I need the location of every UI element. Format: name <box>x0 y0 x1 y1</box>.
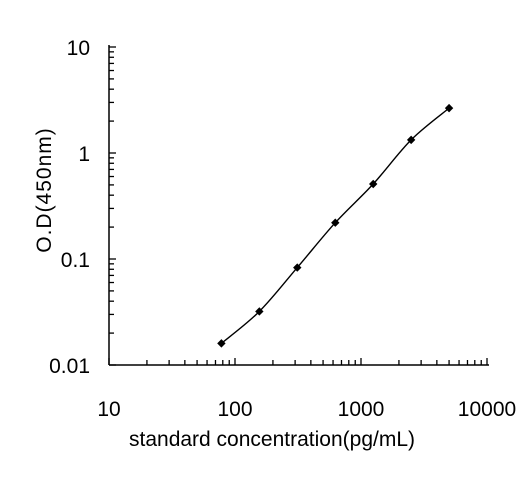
data-series <box>217 103 454 348</box>
tick-labels: 10 100 1000 10000 0.01 0.1 1 10 <box>49 37 516 421</box>
axis-ticks <box>108 46 488 366</box>
data-point-marker <box>293 263 302 272</box>
x-tick-label: 100 <box>217 398 252 421</box>
y-tick-label: 0.01 <box>49 355 90 378</box>
y-tick-label: 10 <box>67 37 90 60</box>
y-tick-label: 1 <box>78 143 90 166</box>
x-tick-label: 10 <box>97 398 120 421</box>
data-point-marker <box>406 135 416 145</box>
x-axis-title: standard concentration(pg/mL) <box>129 428 415 451</box>
x-tick-label: 10000 <box>458 398 516 421</box>
data-point-marker <box>444 103 454 113</box>
data-point-marker <box>369 179 378 189</box>
data-point-marker <box>217 339 226 348</box>
data-point-marker <box>331 218 340 227</box>
data-point-marker <box>255 307 264 316</box>
y-tick-label: 0.1 <box>61 249 90 272</box>
axes <box>108 45 489 366</box>
x-tick-label: 1000 <box>338 398 385 421</box>
y-axis-title: O.D(450nm) <box>33 127 56 253</box>
